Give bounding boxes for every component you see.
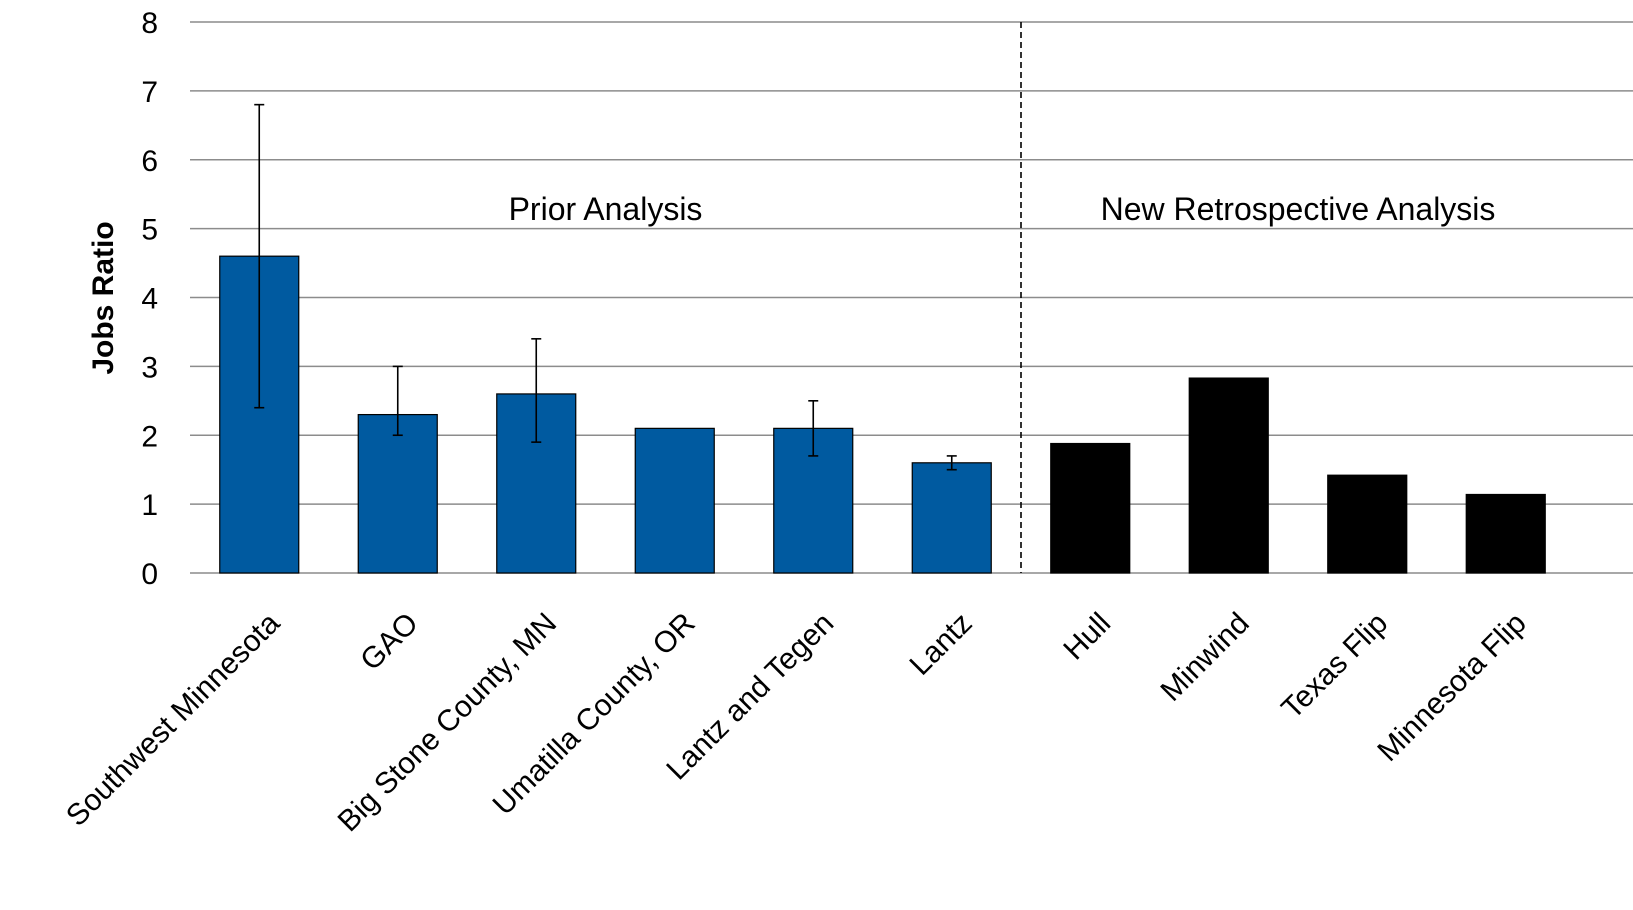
x-category-label: Texas Flip — [1275, 607, 1394, 726]
x-category-label: Minwind — [1155, 607, 1256, 708]
bar — [1188, 377, 1269, 574]
y-tick-label: 8 — [141, 7, 158, 40]
bar — [634, 427, 715, 574]
bar — [357, 413, 438, 574]
x-category-label: GAO — [354, 607, 424, 677]
x-category-label: Southwest Minnesota — [60, 606, 286, 832]
y-tick-label: 1 — [141, 489, 158, 522]
error-bars — [254, 103, 957, 471]
y-tick-label: 0 — [141, 558, 158, 591]
bar — [911, 462, 992, 574]
x-category-label: Hull — [1057, 607, 1117, 667]
bars — [219, 255, 1546, 574]
y-tick-label: 7 — [141, 76, 158, 109]
y-tick-label: 2 — [141, 420, 158, 453]
section-labels: Prior Analysis New Retrospective Analysis — [509, 191, 1496, 227]
bar — [1327, 474, 1408, 574]
x-category-label: Minnesota Flip — [1371, 607, 1532, 768]
y-tick-label: 4 — [141, 283, 158, 316]
y-axis-tick-labels: 0 1 2 3 4 5 6 7 8 — [141, 7, 158, 591]
y-tick-label: 3 — [141, 351, 158, 384]
y-tick-label: 5 — [141, 214, 158, 247]
section-label: New Retrospective Analysis — [1101, 191, 1496, 227]
x-category-label: Lantz — [903, 607, 978, 682]
y-tick-label: 6 — [141, 145, 158, 178]
y-axis-title: Jobs Ratio — [87, 221, 120, 374]
section-label: Prior Analysis — [509, 191, 703, 227]
bar — [1050, 442, 1131, 574]
bar — [1465, 493, 1546, 574]
